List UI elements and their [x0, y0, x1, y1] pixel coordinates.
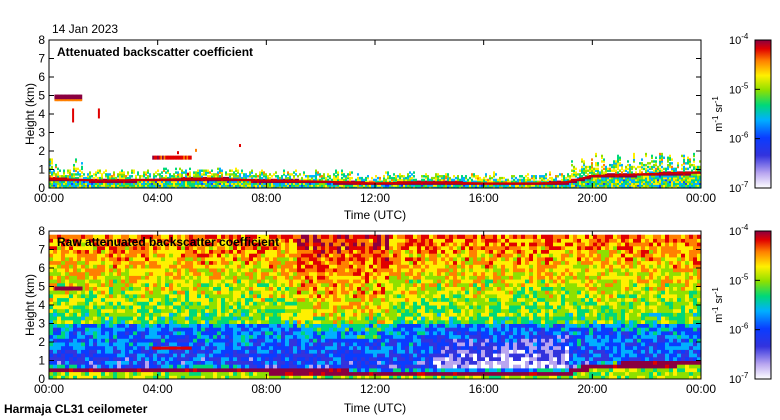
- panel-raw-backscatter: 00:00 04:00 08:00 12:00 16:00 20:00 00:00 0 1 2 3…: [23, 223, 772, 415]
- x-tick-label: 12:00: [360, 191, 390, 205]
- colorbar-tick-label: 10-7: [729, 371, 749, 386]
- y-tick-label: 3: [38, 317, 45, 331]
- x-axis-label: Time (UTC): [344, 208, 406, 222]
- y-axis-label: Height (km): [23, 274, 37, 336]
- colorbar-unit-label: m-1 sr-1: [711, 96, 725, 132]
- date-label: 14 Jan 2023: [52, 22, 118, 36]
- y-tick-label: 0: [38, 372, 45, 386]
- colorbar-tick-label: 10-4: [729, 32, 749, 47]
- x-tick-label: 04:00: [143, 382, 173, 396]
- x-tick-label: 08:00: [251, 382, 281, 396]
- y-tick-label: 4: [38, 298, 45, 312]
- colorbar: [755, 40, 771, 188]
- colorbar-unit-label: m-1 sr-1: [711, 287, 725, 323]
- colorbar-frame: [754, 39, 772, 189]
- x-tick-label: 16:00: [469, 191, 499, 205]
- y-tick-label: 2: [38, 144, 45, 158]
- colorbar-tick-label: 10-6: [729, 131, 749, 146]
- y-tick-label: 3: [38, 126, 45, 140]
- colorbar-tick-label: 10-4: [729, 223, 749, 238]
- y-axis-label: Height (km): [23, 83, 37, 145]
- colorbar-tick-label: 10-7: [729, 180, 749, 195]
- x-tick-label: 00:00: [34, 382, 64, 396]
- x-tick-label: 00:00: [686, 191, 716, 205]
- x-tick-label: 00:00: [686, 382, 716, 396]
- colorbar-ticks: 10-7 10-6 10-5 10-4: [729, 32, 760, 195]
- colorbar-ticks: 10-7 10-6 10-5 10-4: [729, 223, 760, 386]
- y-axis-ticks: 0 1 2 3 4 5 6 7 8: [38, 224, 701, 386]
- colorbar: [755, 231, 771, 379]
- x-tick-label: 16:00: [469, 382, 499, 396]
- y-tick-label: 1: [38, 163, 45, 177]
- x-axis-ticks: 00:00 04:00 08:00 12:00 16:00 20:00 00:00: [34, 231, 716, 396]
- y-tick-label: 5: [38, 89, 45, 103]
- x-tick-label: 04:00: [143, 191, 173, 205]
- y-tick-label: 7: [38, 243, 45, 257]
- x-axis-label: Time (UTC): [344, 401, 406, 415]
- x-tick-label: 12:00: [360, 382, 390, 396]
- colorbar-tick-label: 10-5: [729, 81, 749, 96]
- x-tick-label: 20:00: [577, 382, 607, 396]
- panel-attenuated-backscatter: 00:00 04:00 08:00 12:00 16:00 20:00 00:00 0 1 2 3…: [23, 32, 772, 222]
- raw-backscatter-heatmap: [49, 234, 701, 380]
- panel-title: Raw attenuated backscatter coefficient: [57, 235, 279, 249]
- colorbar-frame: [754, 230, 772, 380]
- y-axis-ticks: 0 1 2 3 4 5 6 7 8: [38, 33, 701, 195]
- y-tick-label: 6: [38, 261, 45, 275]
- y-tick-label: 2: [38, 335, 45, 349]
- y-tick-label: 5: [38, 280, 45, 294]
- x-tick-label: 00:00: [34, 191, 64, 205]
- y-tick-label: 4: [38, 107, 45, 121]
- x-tick-label: 20:00: [577, 191, 607, 205]
- x-tick-label: 08:00: [251, 191, 281, 205]
- y-tick-label: 8: [38, 33, 45, 47]
- y-tick-label: 6: [38, 70, 45, 84]
- x-axis-ticks: 00:00 04:00 08:00 12:00 16:00 20:00 00:00: [34, 40, 716, 205]
- colorbar-tick-label: 10-6: [729, 322, 749, 337]
- backscatter-heatmap: [48, 94, 701, 189]
- y-tick-label: 1: [38, 354, 45, 368]
- panel-title: Attenuated backscatter coefficient: [57, 45, 253, 59]
- y-tick-label: 7: [38, 52, 45, 66]
- y-tick-label: 8: [38, 224, 45, 238]
- colorbar-tick-label: 10-5: [729, 272, 749, 287]
- y-tick-label: 0: [38, 181, 45, 195]
- instrument-label: Harmaja CL31 ceilometer: [4, 402, 148, 416]
